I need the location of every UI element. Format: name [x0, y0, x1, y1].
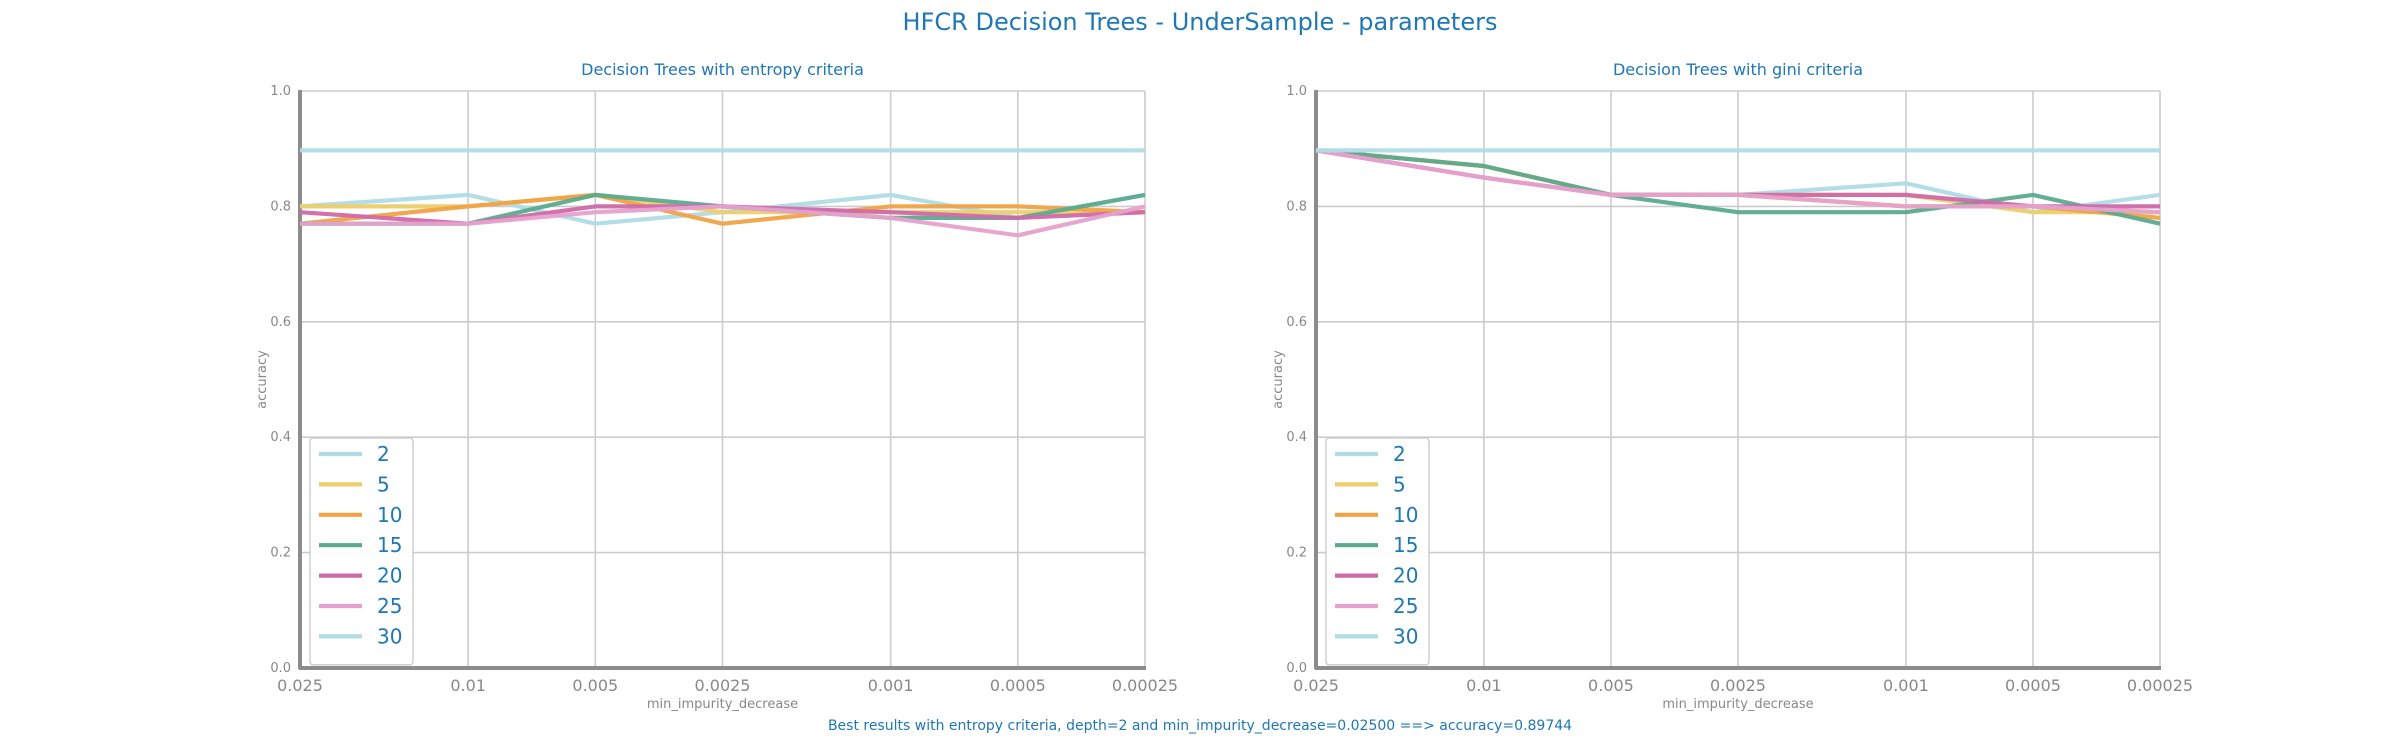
- best-results-caption: Best results with entropy criteria, dept…: [827, 718, 1573, 734]
- y-tick-label: 0.4: [270, 430, 291, 445]
- y-tick-label: 0.8: [270, 199, 291, 214]
- legend-label: 20: [377, 564, 402, 588]
- legend-label: 10: [377, 503, 402, 527]
- x-tick-label: 0.001: [1883, 676, 1929, 695]
- legend-label: 5: [1393, 472, 1406, 496]
- series-line-15: [1315, 148, 2161, 226]
- x-tick-label: 0.0005: [2005, 676, 2061, 695]
- x-tick-label: 0.025: [1293, 676, 1339, 695]
- y-tick-label: 0.6: [1286, 315, 1307, 330]
- x-tick-label: 0.01: [450, 676, 486, 695]
- legend-label: 30: [1393, 624, 1418, 648]
- plot-gini: 0.0 0.2 0.4 0.6 0.8 1.0 0.025 0.01 0.005 0.0025 0.…: [1271, 60, 2193, 712]
- legend-label: 20: [1393, 564, 1418, 588]
- x-tick-label: 0.001: [868, 676, 914, 695]
- legend-label: 15: [1393, 533, 1418, 557]
- y-tick-label: 1.0: [270, 84, 291, 99]
- y-tick-label: 0.6: [270, 315, 291, 330]
- y-tick-label: 0.8: [1286, 199, 1307, 214]
- x-tick-label: 0.005: [1588, 676, 1634, 695]
- x-tick-label: 0.01: [1466, 676, 1502, 695]
- legend-label: 30: [377, 624, 402, 648]
- x-tick-label: 0.025: [277, 676, 323, 695]
- legend-label: 15: [377, 533, 402, 557]
- legend-label: 25: [1393, 594, 1418, 618]
- legend-label: 25: [377, 594, 402, 618]
- legend-label: 5: [377, 472, 390, 496]
- legend-label: 10: [1393, 503, 1418, 527]
- y-tick-label: 1.0: [1286, 84, 1307, 99]
- plot-title: Decision Trees with entropy criteria: [581, 60, 864, 79]
- y-tick-label: 0.0: [1286, 661, 1307, 676]
- series-line-25: [1315, 148, 2161, 215]
- legend-label: 2: [377, 442, 390, 466]
- series-line-10: [299, 192, 1146, 226]
- x-tick-label: 0.0025: [695, 676, 751, 695]
- series-line-25: [300, 204, 1146, 238]
- y-tick-label: 0.0: [270, 661, 291, 676]
- x-tick-label: 0.0005: [990, 676, 1046, 695]
- y-tick-label: 0.2: [270, 546, 291, 561]
- x-tick-label: 0.00025: [1112, 676, 1178, 695]
- x-axis-label: min_impurity_decrease: [647, 697, 798, 712]
- x-tick-label: 0.005: [572, 676, 618, 695]
- figure-title: HFCR Decision Trees - UnderSample - para…: [902, 8, 1498, 36]
- y-tick-label: 0.4: [1286, 430, 1307, 445]
- plot-entropy: 0.0 0.2 0.4 0.6 0.8 1.0 0.025 0.01 0.005 0.0025 0.…: [255, 60, 1178, 712]
- y-axis-label: accuracy: [1271, 350, 1286, 409]
- y-tick-label: 0.2: [1286, 546, 1307, 561]
- plot-title: Decision Trees with gini criteria: [1613, 60, 1863, 79]
- legend-label: 2: [1393, 442, 1406, 466]
- x-axis-label: min_impurity_decrease: [1662, 697, 1813, 712]
- x-tick-label: 0.0025: [1710, 676, 1766, 695]
- x-tick-label: 0.00025: [2127, 676, 2193, 695]
- y-axis-label: accuracy: [255, 350, 270, 409]
